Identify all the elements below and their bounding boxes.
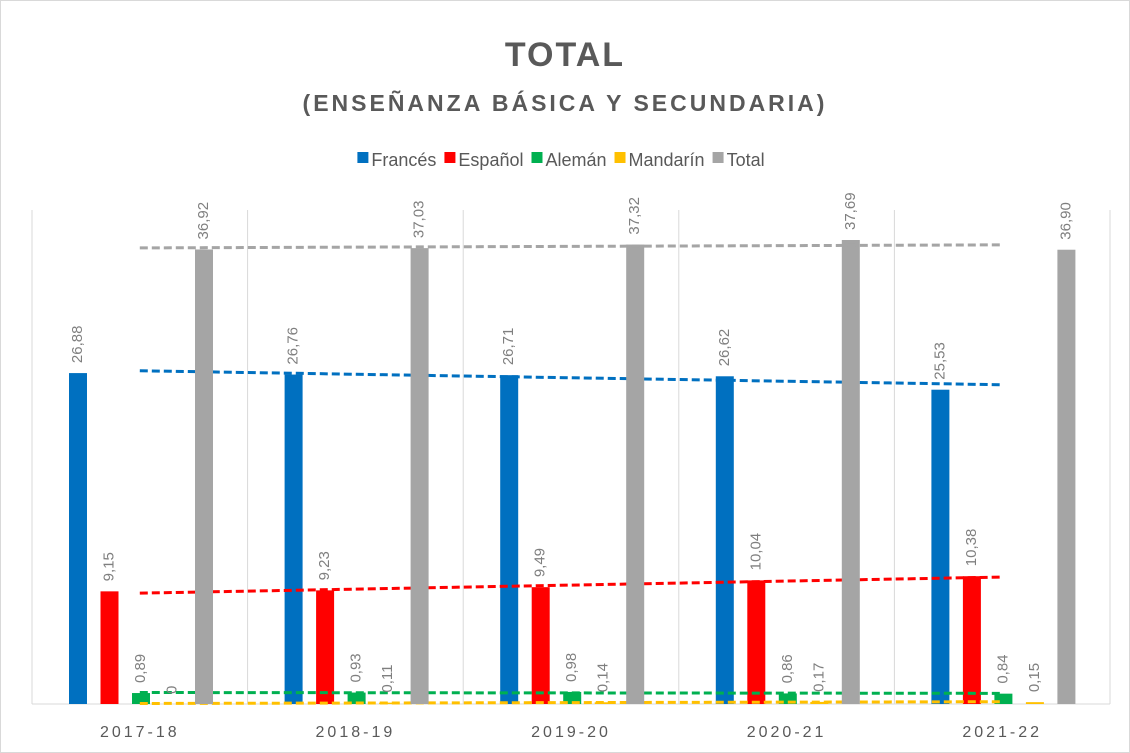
data-label: 26,71: [500, 328, 517, 366]
data-label: 37,32: [626, 197, 643, 235]
data-label: 0,98: [563, 653, 580, 682]
bar: [347, 692, 366, 704]
legend-label: Francés: [371, 150, 436, 170]
bar: [69, 373, 87, 704]
bar: [994, 693, 1013, 704]
bar: [1057, 249, 1076, 705]
x-tick-label: 2019-20: [531, 724, 611, 741]
bar: [962, 576, 981, 704]
bar: [379, 702, 398, 704]
data-label: 9,49: [532, 548, 549, 577]
data-label: 0,14: [595, 663, 612, 692]
x-tick-label: 2017-18: [100, 724, 180, 741]
bar: [841, 240, 860, 704]
bar: [778, 693, 797, 704]
data-label: 26,76: [285, 327, 302, 365]
bar: [132, 693, 150, 704]
data-label: 0,15: [1026, 663, 1043, 692]
bar: [195, 249, 213, 704]
bar: [410, 248, 429, 704]
legend-label: Total: [727, 150, 765, 170]
data-label: 26,88: [69, 326, 86, 364]
legend-swatch: [531, 152, 543, 163]
data-label: 0,84: [994, 654, 1011, 683]
legend-swatch: [444, 152, 456, 163]
bar: [284, 374, 303, 704]
bar: [316, 590, 335, 704]
bar: [626, 244, 645, 704]
data-label: 9,15: [100, 552, 117, 581]
bar: [715, 376, 734, 704]
data-label: 0,89: [132, 654, 149, 683]
data-label: 0,17: [810, 663, 827, 692]
x-tick-label: 2020-21: [747, 724, 827, 741]
data-label: 10,04: [747, 533, 764, 571]
data-label: 10,38: [963, 529, 980, 567]
data-label: 0,11: [379, 665, 396, 693]
legend-swatch: [614, 152, 626, 163]
legend: Francés Español Alemán Mandarín Total: [357, 150, 765, 170]
bar: [500, 375, 519, 704]
bar: [531, 587, 550, 704]
data-label: 26,62: [716, 329, 733, 367]
bar: [931, 389, 950, 704]
bar: [1025, 702, 1044, 704]
data-label: 37,69: [842, 192, 859, 230]
legend-swatch: [712, 152, 724, 163]
legend-swatch: [357, 152, 369, 163]
data-label: 36,92: [195, 202, 212, 240]
data-label: 0: [163, 686, 180, 694]
bar: [563, 691, 582, 704]
data-label: 25,53: [931, 342, 948, 380]
data-label: 36,90: [1057, 202, 1074, 240]
chart-title: TOTAL: [505, 36, 625, 74]
chart-subtitle: (ENSEÑANZA BÁSICA Y SECUNDARIA): [303, 89, 828, 116]
legend-label: Alemán: [545, 150, 606, 170]
x-tick-label: 2021-22: [962, 724, 1042, 741]
legend-label: Español: [458, 150, 523, 170]
data-label: 37,03: [411, 201, 428, 239]
legend-label: Mandarín: [629, 150, 705, 170]
bar: [747, 580, 766, 704]
data-label: 0,93: [348, 653, 365, 682]
data-label: 9,23: [316, 551, 333, 580]
x-tick-label: 2018-19: [316, 724, 396, 741]
data-label: 0,86: [779, 654, 796, 683]
bar: [100, 591, 119, 704]
